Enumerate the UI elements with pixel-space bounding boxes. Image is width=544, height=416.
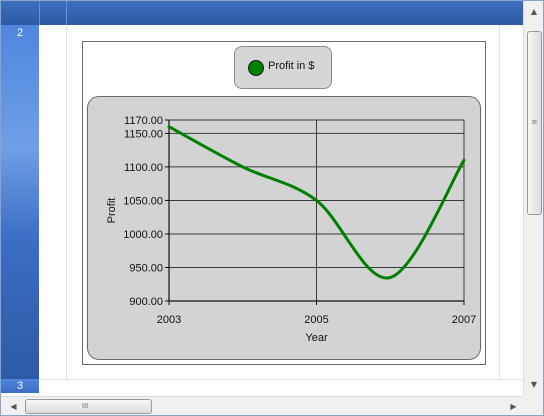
y-tick-label: 1100.00 xyxy=(124,162,163,174)
x-tick-label: 2005 xyxy=(304,314,328,326)
legend-swatch xyxy=(248,60,264,76)
scrollbar-corner xyxy=(523,396,543,415)
scroll-left-icon[interactable]: ◀ xyxy=(10,402,17,411)
row-number: 3 xyxy=(16,380,24,392)
y-tick-label: 950.00 xyxy=(129,262,163,274)
cell-gridline xyxy=(39,379,523,380)
vertical-scrollbar[interactable]: ▲ ≡ ▼ xyxy=(523,1,543,396)
grip-icon: ≡ xyxy=(531,118,538,126)
x-tick-label: 2003 xyxy=(157,314,181,326)
column-divider xyxy=(39,1,40,25)
scroll-up-icon[interactable]: ▲ xyxy=(530,7,538,16)
legend-label: Profit in $ xyxy=(268,60,315,72)
grip-icon: III xyxy=(82,402,89,410)
row-number: 2 xyxy=(16,27,24,39)
column-header-bar xyxy=(1,1,523,25)
y-axis-title: Profit xyxy=(106,198,118,224)
y-tick-label: 1170.00 xyxy=(124,115,163,127)
row-header-3[interactable]: 3 xyxy=(1,379,39,393)
vertical-scroll-thumb[interactable]: ≡ xyxy=(527,31,542,215)
y-tick-label: 1050.00 xyxy=(123,195,163,207)
profit-series-line xyxy=(167,125,466,280)
y-tick-label: 900.00 xyxy=(129,296,163,308)
horizontal-scroll-thumb[interactable]: III xyxy=(25,399,152,414)
horizontal-scrollbar[interactable]: ◀ III ▶ xyxy=(1,396,523,415)
x-axis-title: Year xyxy=(305,332,328,344)
plot-area-panel xyxy=(87,96,481,360)
scroll-right-icon[interactable]: ▶ xyxy=(510,402,517,411)
y-tick-label: 1150.00 xyxy=(124,128,163,140)
column-divider xyxy=(66,1,67,25)
cell-gridline xyxy=(499,25,500,379)
scroll-down-icon[interactable]: ▼ xyxy=(530,380,538,389)
cell-gridline xyxy=(66,25,67,379)
y-tick-label: 1000.00 xyxy=(123,229,163,241)
x-tick-label: 2007 xyxy=(452,314,476,326)
chart-legend: Profit in $ xyxy=(234,46,332,89)
row-header-2[interactable]: 2 xyxy=(1,25,39,379)
